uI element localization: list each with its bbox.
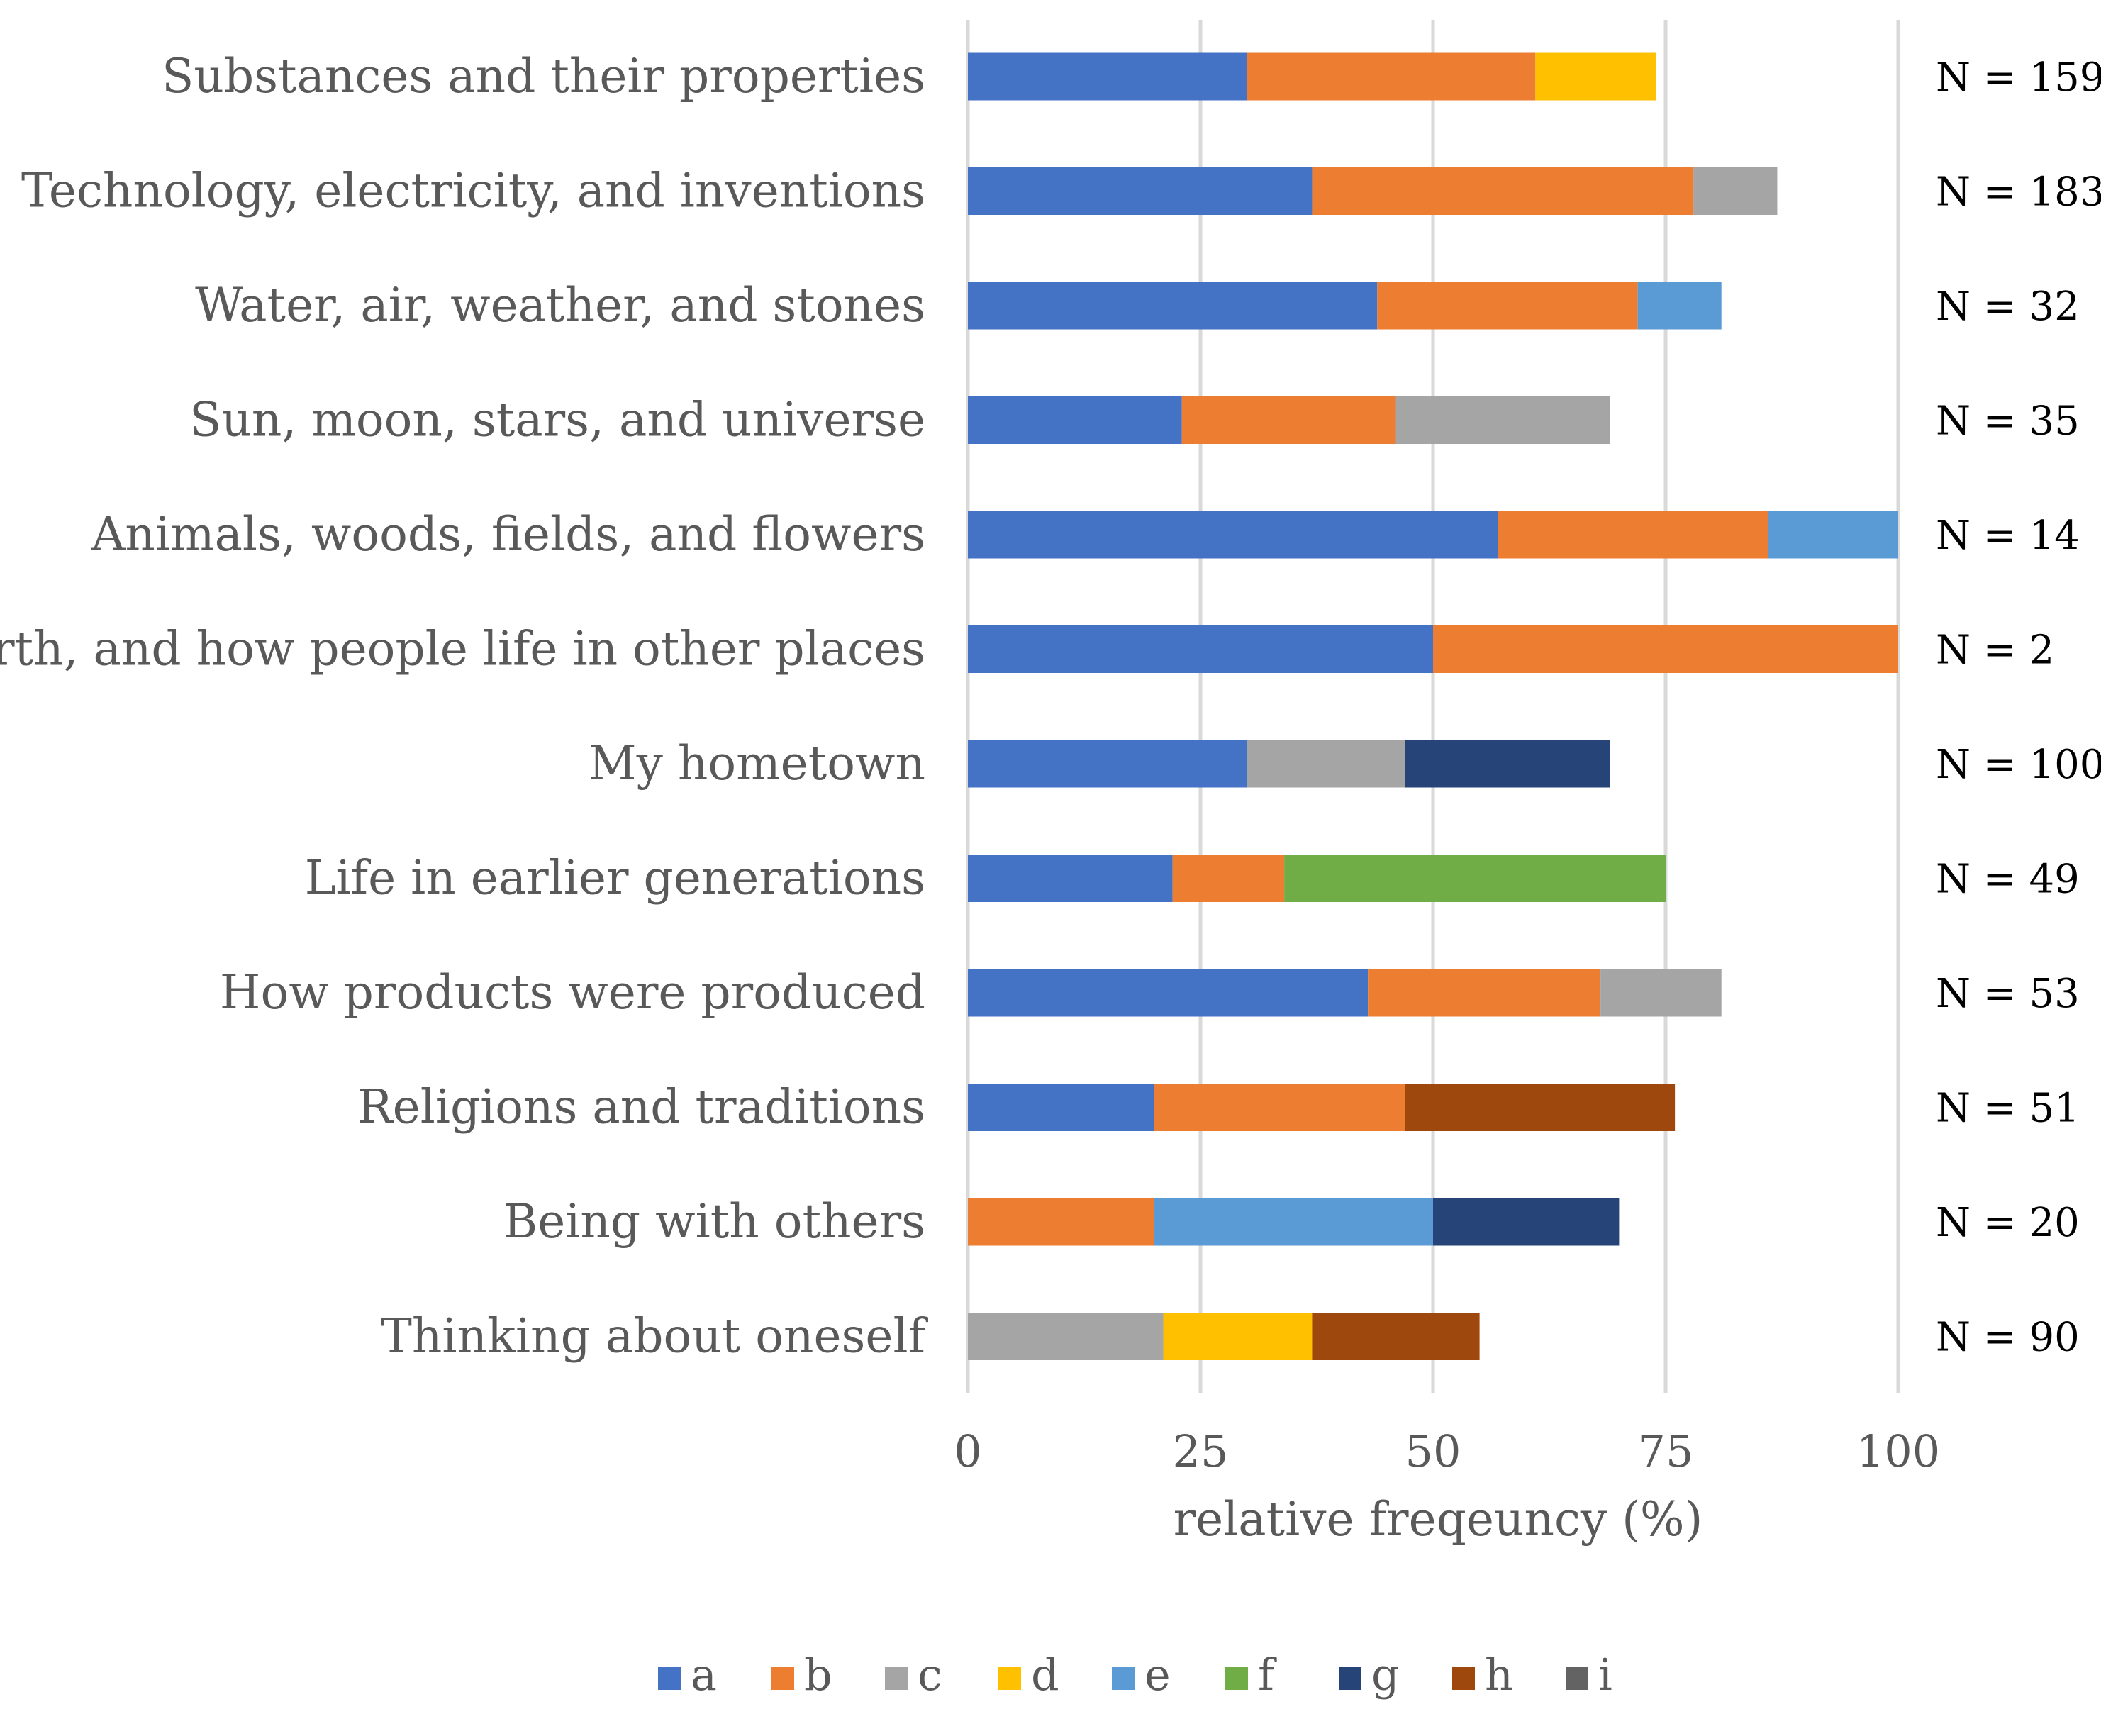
bar-a-my-hometown (968, 740, 1247, 788)
bar-g-being-with-others (1433, 1198, 1620, 1246)
legend-swatch-g (1339, 1667, 1361, 1690)
bar-a-substances-and-their-properties (968, 52, 1247, 101)
bar-a-technology-electricity-and-inventions (968, 167, 1313, 215)
x-tick-labels: 0 25 50 75 100 (954, 1425, 1940, 1477)
legend-label-i: i (1598, 1649, 1612, 1701)
bar-d-thinking-about-oneself (1163, 1313, 1313, 1360)
bar-f-life-in-earlier-generations (1284, 855, 1666, 902)
bar-h-religions-and-traditions (1405, 1084, 1676, 1131)
bar-a-water-air-weather-and-stones (968, 282, 1378, 330)
legend-label-e: e (1144, 1649, 1171, 1701)
x-tick-50: 50 (1405, 1425, 1461, 1477)
bar-e-being-with-others (1154, 1198, 1433, 1246)
bar-h-thinking-about-oneself (1312, 1313, 1480, 1360)
bar-c-how-products-were-produced (1600, 969, 1722, 1017)
category-label: Religions and traditions (357, 1080, 925, 1135)
category-label: Earth, and how people life in other plac… (0, 622, 925, 677)
bar-a-animals-woods-fields-and-flowers (968, 511, 1498, 559)
n-label: N = 90 (1936, 1315, 2080, 1361)
bar-g-my-hometown (1405, 740, 1610, 788)
bar-c-my-hometown (1247, 740, 1405, 788)
n-labels: N = 159 N = 183 N = 32 N = 35 N = 14 N = 2 N =… (1936, 55, 2101, 1361)
bar-b-how-products-were-produced (1368, 969, 1601, 1017)
x-tick-0: 0 (954, 1425, 981, 1477)
n-label: N = 53 (1936, 971, 2080, 1017)
legend-swatch-e (1112, 1667, 1135, 1690)
bar-b-sun-moon-stars-and-universe (1181, 396, 1396, 444)
n-label: N = 32 (1936, 284, 2080, 330)
legend-label-b: b (804, 1649, 832, 1701)
category-label: My hometown (589, 736, 925, 791)
bar-e-animals-woods-fields-and-flowers (1768, 511, 1898, 559)
bar-b-animals-woods-fields-and-flowers (1498, 511, 1768, 559)
legend-label-d: d (1031, 1649, 1059, 1701)
n-label: N = 183 (1936, 169, 2101, 216)
category-label: Substances and their properties (162, 49, 925, 104)
category-label: Thinking about oneself (381, 1309, 929, 1364)
category-label: Animals, woods, fields, and flowers (91, 507, 925, 562)
bar-c-sun-moon-stars-and-universe (1395, 396, 1610, 444)
legend-swatch-a (658, 1667, 681, 1690)
category-label: How products were produced (220, 965, 925, 1020)
legend-swatch-b (771, 1667, 794, 1690)
n-label: N = 49 (1936, 857, 2080, 903)
n-label: N = 20 (1936, 1200, 2080, 1246)
category-labels: Substances and their properties Technolog… (0, 49, 929, 1364)
category-label: Life in earlier generations (305, 851, 925, 906)
bar-a-sun-moon-stars-and-universe (968, 396, 1182, 444)
bar-b-water-air-weather-and-stones (1377, 282, 1638, 330)
legend-label-c: c (918, 1649, 942, 1701)
bar-c-thinking-about-oneself (968, 1313, 1164, 1360)
category-label: Sun, moon, stars, and universe (189, 393, 925, 447)
x-axis-title: relative freqeuncy (%) (1174, 1492, 1703, 1547)
x-tick-75: 75 (1638, 1425, 1694, 1477)
bar-a-earth-and-how-people-life-in-other-places (968, 625, 1433, 673)
bar-b-life-in-earlier-generations (1172, 855, 1285, 902)
n-label: N = 159 (1936, 55, 2101, 101)
category-label: Water, air, weather, and stones (195, 278, 925, 333)
legend-swatch-c (885, 1667, 908, 1690)
category-label: Technology, electricity, and inventions (21, 164, 925, 218)
bar-a-life-in-earlier-generations (968, 855, 1173, 902)
n-label: N = 100 (1936, 742, 2101, 788)
bars (968, 52, 1898, 1360)
x-tick-25: 25 (1173, 1425, 1229, 1477)
bar-d-substances-and-their-properties (1535, 52, 1656, 101)
category-label: Being with others (503, 1194, 925, 1249)
bar-c-technology-electricity-and-inventions (1693, 167, 1778, 215)
bar-b-technology-electricity-and-inventions (1312, 167, 1694, 215)
n-label: N = 51 (1936, 1086, 2080, 1132)
legend-label-a: a (691, 1649, 717, 1701)
legend-label-h: h (1485, 1649, 1513, 1701)
bar-b-earth-and-how-people-life-in-other-places (1433, 625, 1898, 673)
x-tick-100: 100 (1856, 1425, 1940, 1477)
n-label: N = 35 (1936, 399, 2080, 445)
bar-b-being-with-others (968, 1198, 1154, 1246)
bar-a-how-products-were-produced (968, 969, 1369, 1017)
bar-a-religions-and-traditions (968, 1084, 1154, 1131)
legend-label-g: g (1371, 1649, 1400, 1701)
legend: a b c d e f g h i (658, 1649, 1612, 1701)
legend-swatch-h (1452, 1667, 1475, 1690)
legend-swatch-i (1566, 1667, 1588, 1690)
bar-b-substances-and-their-properties (1247, 52, 1536, 101)
gridlines (966, 20, 1900, 1393)
n-label: N = 14 (1936, 513, 2080, 559)
legend-label-f: f (1258, 1649, 1277, 1701)
n-label: N = 2 (1936, 628, 2054, 674)
legend-swatch-f (1225, 1667, 1248, 1690)
legend-swatch-d (998, 1667, 1021, 1690)
bar-e-water-air-weather-and-stones (1637, 282, 1722, 330)
bar-b-religions-and-traditions (1154, 1084, 1405, 1131)
